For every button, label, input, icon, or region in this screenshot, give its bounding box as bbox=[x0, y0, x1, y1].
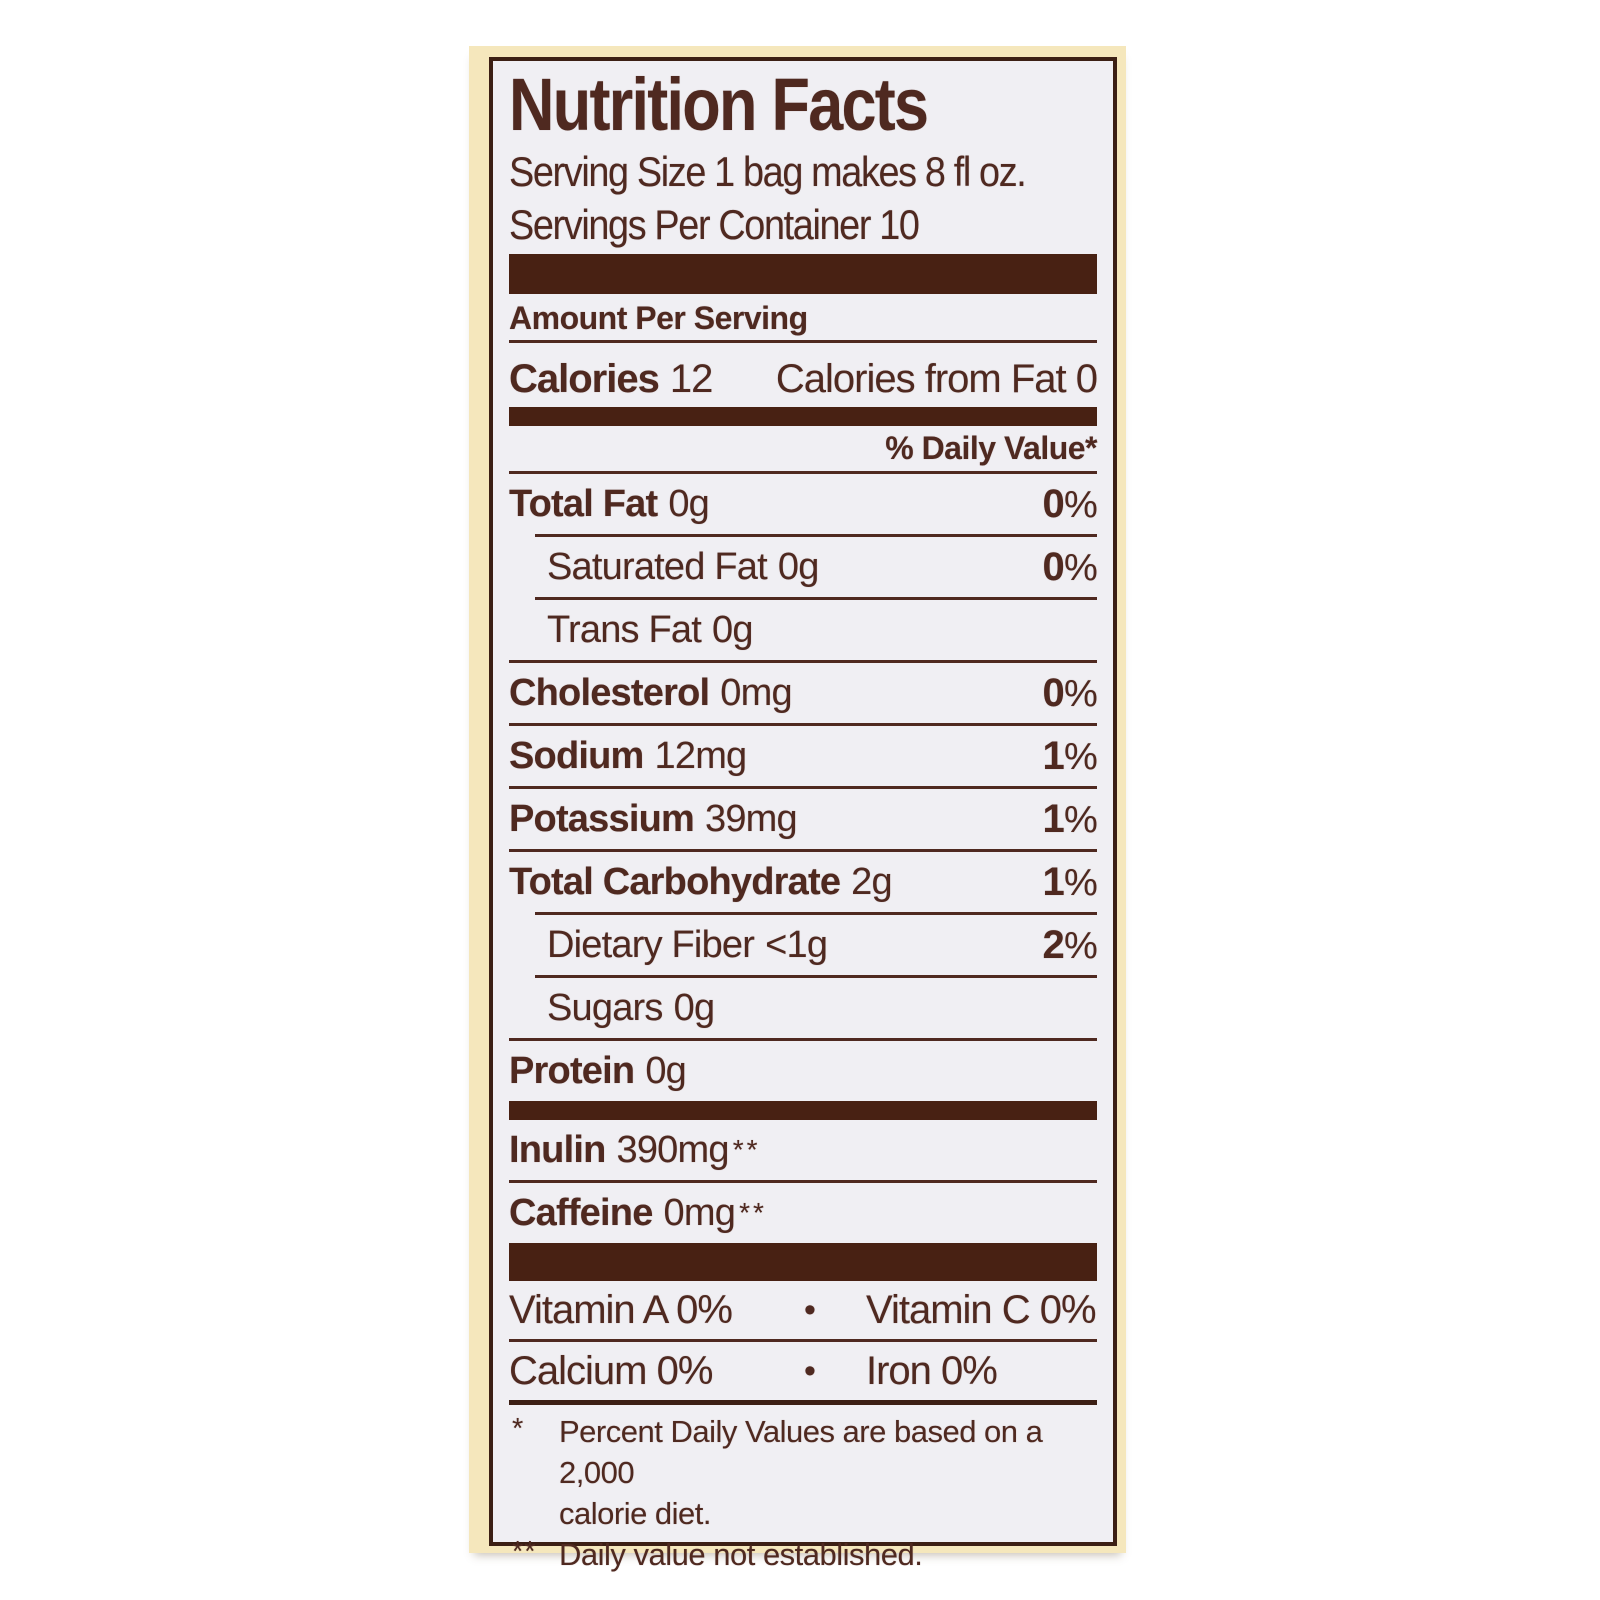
calories-value: 12 bbox=[669, 356, 713, 401]
nutrient-row-potassium: Potassium 39mg 1% bbox=[509, 789, 1098, 849]
medium-section-bar bbox=[509, 1101, 1097, 1120]
micronutrient-row-minerals: Calcium 0% • Iron 0% bbox=[509, 1342, 1097, 1400]
thin-rule-indented bbox=[535, 975, 1097, 978]
thin-rule bbox=[509, 849, 1097, 852]
footnote-text-line: Daily value not established. bbox=[559, 1537, 923, 1572]
thick-section-bar bbox=[509, 254, 1097, 294]
amount-per-serving-label: Amount Per Serving bbox=[509, 300, 808, 336]
footnote-daily-values: * Percent Daily Values are based on a 2,… bbox=[509, 1411, 1097, 1534]
nutrient-name: Saturated Fat bbox=[547, 545, 768, 588]
nutrient-amount: 0g bbox=[645, 1049, 686, 1092]
footnote-marker: ** bbox=[732, 1134, 761, 1165]
supplement-row-caffeine: Caffeine 0mg ** bbox=[509, 1183, 1097, 1243]
nutrient-daily-value: 0% bbox=[1042, 670, 1098, 715]
nutrient-amount: 0g bbox=[668, 482, 709, 525]
nutrient-name: Sugars bbox=[547, 986, 663, 1029]
nutrient-daily-value: 0% bbox=[1042, 544, 1098, 589]
footnote-not-established: ** Daily value not established. bbox=[509, 1534, 1097, 1575]
nutrient-daily-value: 0% bbox=[1042, 481, 1098, 526]
nutrient-amount: 0mg bbox=[720, 671, 792, 714]
footnote-text-line: calorie diet. bbox=[559, 1496, 712, 1531]
nutrient-name: Sodium bbox=[509, 734, 644, 777]
nutrient-row-sugars: Sugars 0g bbox=[509, 978, 1097, 1038]
nutrient-row-sodium: Sodium 12mg 1% bbox=[509, 726, 1098, 786]
supplement-amount: 390mg bbox=[616, 1128, 730, 1171]
micronutrient-right: Iron 0% bbox=[866, 1348, 998, 1393]
micronutrient-row-vitamins: Vitamin A 0% • Vitamin C 0% bbox=[509, 1281, 1097, 1339]
nutrient-amount: <1g bbox=[765, 923, 828, 966]
nutrient-name: Total Fat bbox=[509, 482, 658, 525]
thin-rule-indented bbox=[535, 912, 1097, 915]
nutrient-row-total-fat: Total Fat 0g 0% bbox=[509, 474, 1098, 534]
medium-section-bar bbox=[509, 407, 1097, 426]
nutrient-amount: 0g bbox=[712, 608, 753, 651]
bullet-separator: • bbox=[804, 1351, 816, 1390]
calories-group: Calories 12 bbox=[509, 356, 713, 402]
nutrient-row-total-carbohydrate: Total Carbohydrate 2g 1% bbox=[509, 852, 1098, 912]
nutrient-amount: 0g bbox=[777, 545, 819, 588]
supplement-name: Inulin bbox=[509, 1128, 606, 1171]
nutrition-facts-panel: Nutrition Facts Serving Size 1 bag makes… bbox=[489, 57, 1117, 1572]
nutrient-daily-value: 1% bbox=[1042, 796, 1098, 841]
thin-rule bbox=[509, 786, 1097, 789]
nutrient-name: Dietary Fiber bbox=[547, 923, 755, 966]
thick-section-bar bbox=[509, 1243, 1097, 1281]
thin-rule-indented bbox=[535, 534, 1097, 537]
supplement-amount: 0mg bbox=[663, 1191, 736, 1234]
nutrient-amount: 39mg bbox=[704, 797, 798, 840]
nutrient-row-trans-fat: Trans Fat 0g bbox=[509, 600, 1097, 660]
calories-from-fat: Calories from Fat 0 bbox=[775, 356, 1098, 401]
supplement-row-inulin: Inulin 390mg ** bbox=[509, 1120, 1097, 1180]
nutrient-row-saturated-fat: Saturated Fat 0g 0% bbox=[509, 537, 1098, 597]
bullet-separator: • bbox=[804, 1290, 816, 1329]
thin-rule bbox=[509, 1339, 1097, 1342]
nutrient-name: Cholesterol bbox=[509, 671, 710, 714]
nutrition-facts-title: Nutrition Facts bbox=[509, 63, 929, 146]
micronutrient-left: Calcium 0% bbox=[509, 1348, 713, 1393]
footnote-marker: ** bbox=[739, 1197, 767, 1228]
calories-row: Calories 12 Calories from Fat 0 bbox=[509, 351, 1098, 407]
heavy-rule bbox=[509, 1400, 1097, 1405]
thin-rule bbox=[509, 1038, 1097, 1041]
footnote-marker: * bbox=[512, 1413, 525, 1445]
nutrient-row-cholesterol: Cholesterol 0mg 0% bbox=[509, 663, 1098, 723]
micronutrient-right: Vitamin C 0% bbox=[866, 1287, 1097, 1332]
thin-rule bbox=[509, 660, 1097, 663]
thin-rule bbox=[509, 1180, 1097, 1183]
nutrient-name: Total Carbohydrate bbox=[509, 860, 841, 903]
nutrient-amount: 0g bbox=[673, 986, 715, 1029]
nutrient-name: Protein bbox=[509, 1049, 635, 1092]
serving-size-text: Serving Size 1 bag makes 8 fl oz. bbox=[509, 148, 1027, 195]
thin-rule bbox=[509, 723, 1097, 726]
thin-rule-indented bbox=[535, 597, 1097, 600]
thin-rule bbox=[509, 340, 1097, 343]
nutrient-row-protein: Protein 0g bbox=[509, 1041, 1097, 1101]
nutrient-daily-value: 1% bbox=[1042, 733, 1098, 778]
footnote-marker: ** bbox=[512, 1536, 537, 1568]
nutrient-amount: 12mg bbox=[654, 734, 748, 777]
nutrient-row-dietary-fiber: Dietary Fiber <1g 2% bbox=[509, 915, 1098, 975]
footnote-text-line: Percent Daily Values are based on a 2,00… bbox=[559, 1414, 1043, 1490]
daily-value-header: % Daily Value* bbox=[885, 430, 1097, 466]
nutrient-name: Trans Fat bbox=[547, 608, 702, 651]
supplement-name: Caffeine bbox=[509, 1191, 653, 1234]
micronutrient-left: Vitamin A 0% bbox=[509, 1287, 733, 1332]
calories-label: Calories bbox=[509, 356, 660, 401]
nutrient-name: Potassium bbox=[509, 797, 695, 840]
servings-per-container-text: Servings Per Container 10 bbox=[509, 201, 920, 248]
nutrient-daily-value: 1% bbox=[1042, 859, 1098, 904]
nutrient-daily-value: 2% bbox=[1042, 922, 1098, 967]
thin-rule bbox=[509, 471, 1097, 474]
nutrient-amount: 2g bbox=[851, 860, 892, 903]
